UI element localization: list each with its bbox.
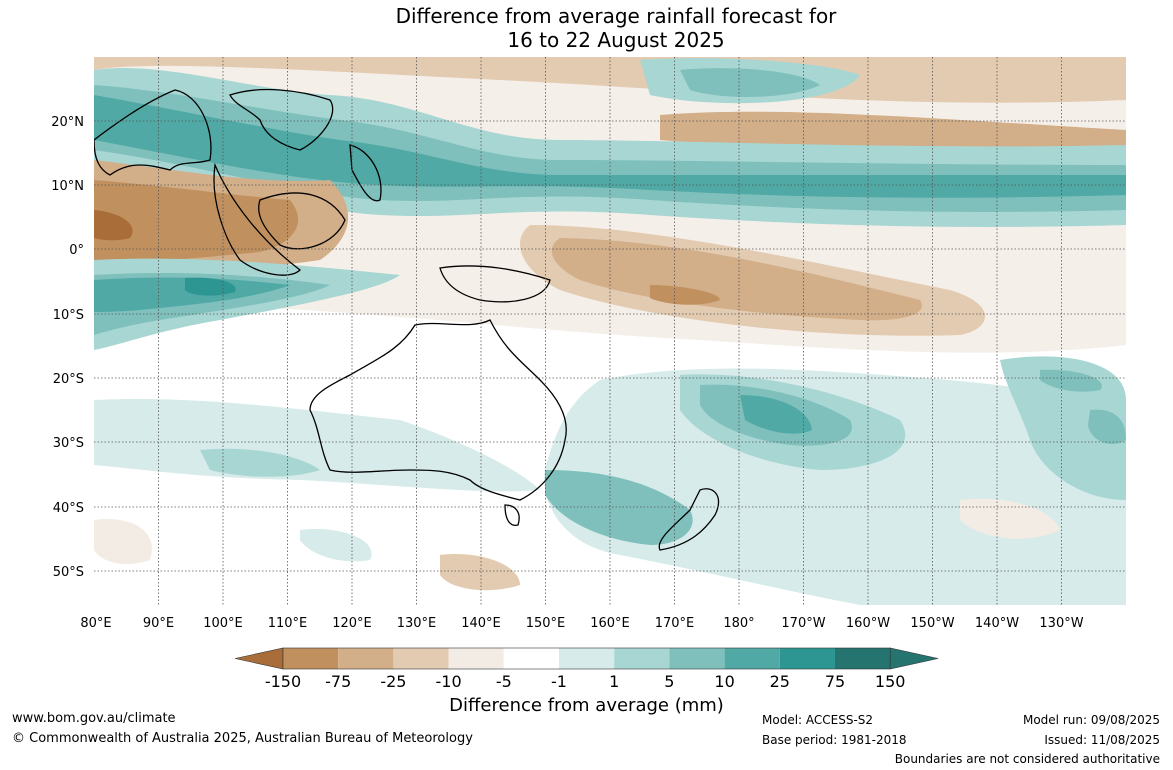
colorbar-tick-label: -25: [380, 672, 406, 691]
graticule: [94, 57, 1126, 605]
colorbar-segment: [448, 648, 504, 669]
lon-label: 170°W: [781, 616, 825, 631]
copyright-text: © Commonwealth of Australia 2025, Austra…: [12, 731, 473, 746]
colorbar-segment: [283, 648, 339, 669]
coastlines: [94, 88, 720, 551]
disclaimer-text: Boundaries are not considered authoritat…: [894, 752, 1160, 766]
model-text: Model: ACCESS-S2: [762, 713, 874, 727]
lon-label: 160°E: [590, 616, 630, 631]
colorbar-tick-label: -150: [265, 672, 301, 691]
colorbar-title: Difference from average (mm): [449, 695, 724, 716]
colorbar-tick-label: 150: [875, 672, 906, 691]
website-link[interactable]: www.bom.gov.au/climate: [12, 711, 176, 726]
lat-label: 0°: [69, 243, 84, 258]
lon-label: 90°E: [143, 616, 174, 631]
colorbar-segment: [614, 648, 670, 669]
latitude-labels: 20°N 10°N 0° 10°S 20°S 30°S 40°S 50°S: [51, 115, 84, 580]
colorbar-tick-label: -1: [551, 672, 567, 691]
sumatra-outline: [213, 162, 301, 276]
lon-label: 130°E: [397, 616, 437, 631]
lat-label: 10°S: [53, 308, 84, 323]
new-guinea-outline: [439, 265, 551, 303]
colorbar-segment: [559, 648, 615, 669]
lon-label: 120°E: [332, 616, 372, 631]
lat-label: 10°N: [51, 179, 84, 194]
lon-label: 140°E: [461, 616, 501, 631]
colorbar-tick-label: 75: [825, 672, 845, 691]
colorbar-tick-label: 5: [664, 672, 674, 691]
title-line-1: Difference from average rainfall forecas…: [395, 4, 837, 28]
title-line-2: 16 to 22 August 2025: [507, 28, 725, 52]
borneo-outline: [258, 192, 346, 250]
lon-label: 160°W: [846, 616, 890, 631]
lat-label: 20°N: [51, 115, 84, 130]
colorbar-segment: [835, 648, 891, 669]
south-asia-outline: [94, 89, 212, 176]
colorbar-segment: [338, 648, 394, 669]
southeast-asia-outline: [229, 88, 334, 151]
base-period-text: Base period: 1981-2018: [762, 733, 907, 747]
lon-label: 100°E: [203, 616, 243, 631]
lon-label: 140°W: [975, 616, 1019, 631]
lon-label: 80°E: [80, 616, 111, 631]
lon-label: 130°W: [1039, 616, 1083, 631]
colorbar-segment: [724, 648, 780, 669]
new-zealand-outline: [658, 488, 720, 551]
lat-label: 40°S: [53, 501, 84, 516]
lon-label: 180°: [723, 616, 754, 631]
longitude-labels: 80°E 90°E 100°E 110°E 120°E 130°E 140°E …: [80, 616, 1083, 631]
lon-label: 170°E: [655, 616, 695, 631]
colorbar-segment: [393, 648, 449, 669]
lon-label: 150°W: [910, 616, 954, 631]
lon-label: 110°E: [268, 616, 308, 631]
lon-label: 150°E: [526, 616, 566, 631]
lat-label: 20°S: [53, 372, 84, 387]
colorbar-segment: [779, 648, 835, 669]
lat-label: 50°S: [53, 565, 84, 580]
lat-label: 30°S: [53, 436, 84, 451]
australia-outline: [309, 319, 567, 501]
map-title: Difference from average rainfall forecas…: [0, 4, 1173, 52]
model-run-text: Model run: 09/08/2025: [1022, 713, 1160, 727]
colorbar-tick-label: -5: [496, 672, 512, 691]
colorbar: -150 -75 -25 -10 -5 -1 1 5 10 25 75 150: [234, 647, 939, 691]
colorbar-arrow-low: [234, 647, 284, 670]
colorbar-segment: [669, 648, 725, 669]
colorbar-tick-label: 1: [609, 672, 619, 691]
colorbar-tick-label: -75: [325, 672, 351, 691]
philippines-outline: [349, 144, 382, 202]
colorbar-segment: [503, 648, 559, 669]
colorbar-tick-label: 25: [770, 672, 790, 691]
colorbar-tick-label: -10: [436, 672, 462, 691]
colorbar-tick-label: 10: [714, 672, 734, 691]
issued-text: Issued: 11/08/2025: [1044, 733, 1160, 747]
tasmania-outline: [504, 504, 520, 526]
colorbar-arrow-high: [889, 647, 939, 670]
